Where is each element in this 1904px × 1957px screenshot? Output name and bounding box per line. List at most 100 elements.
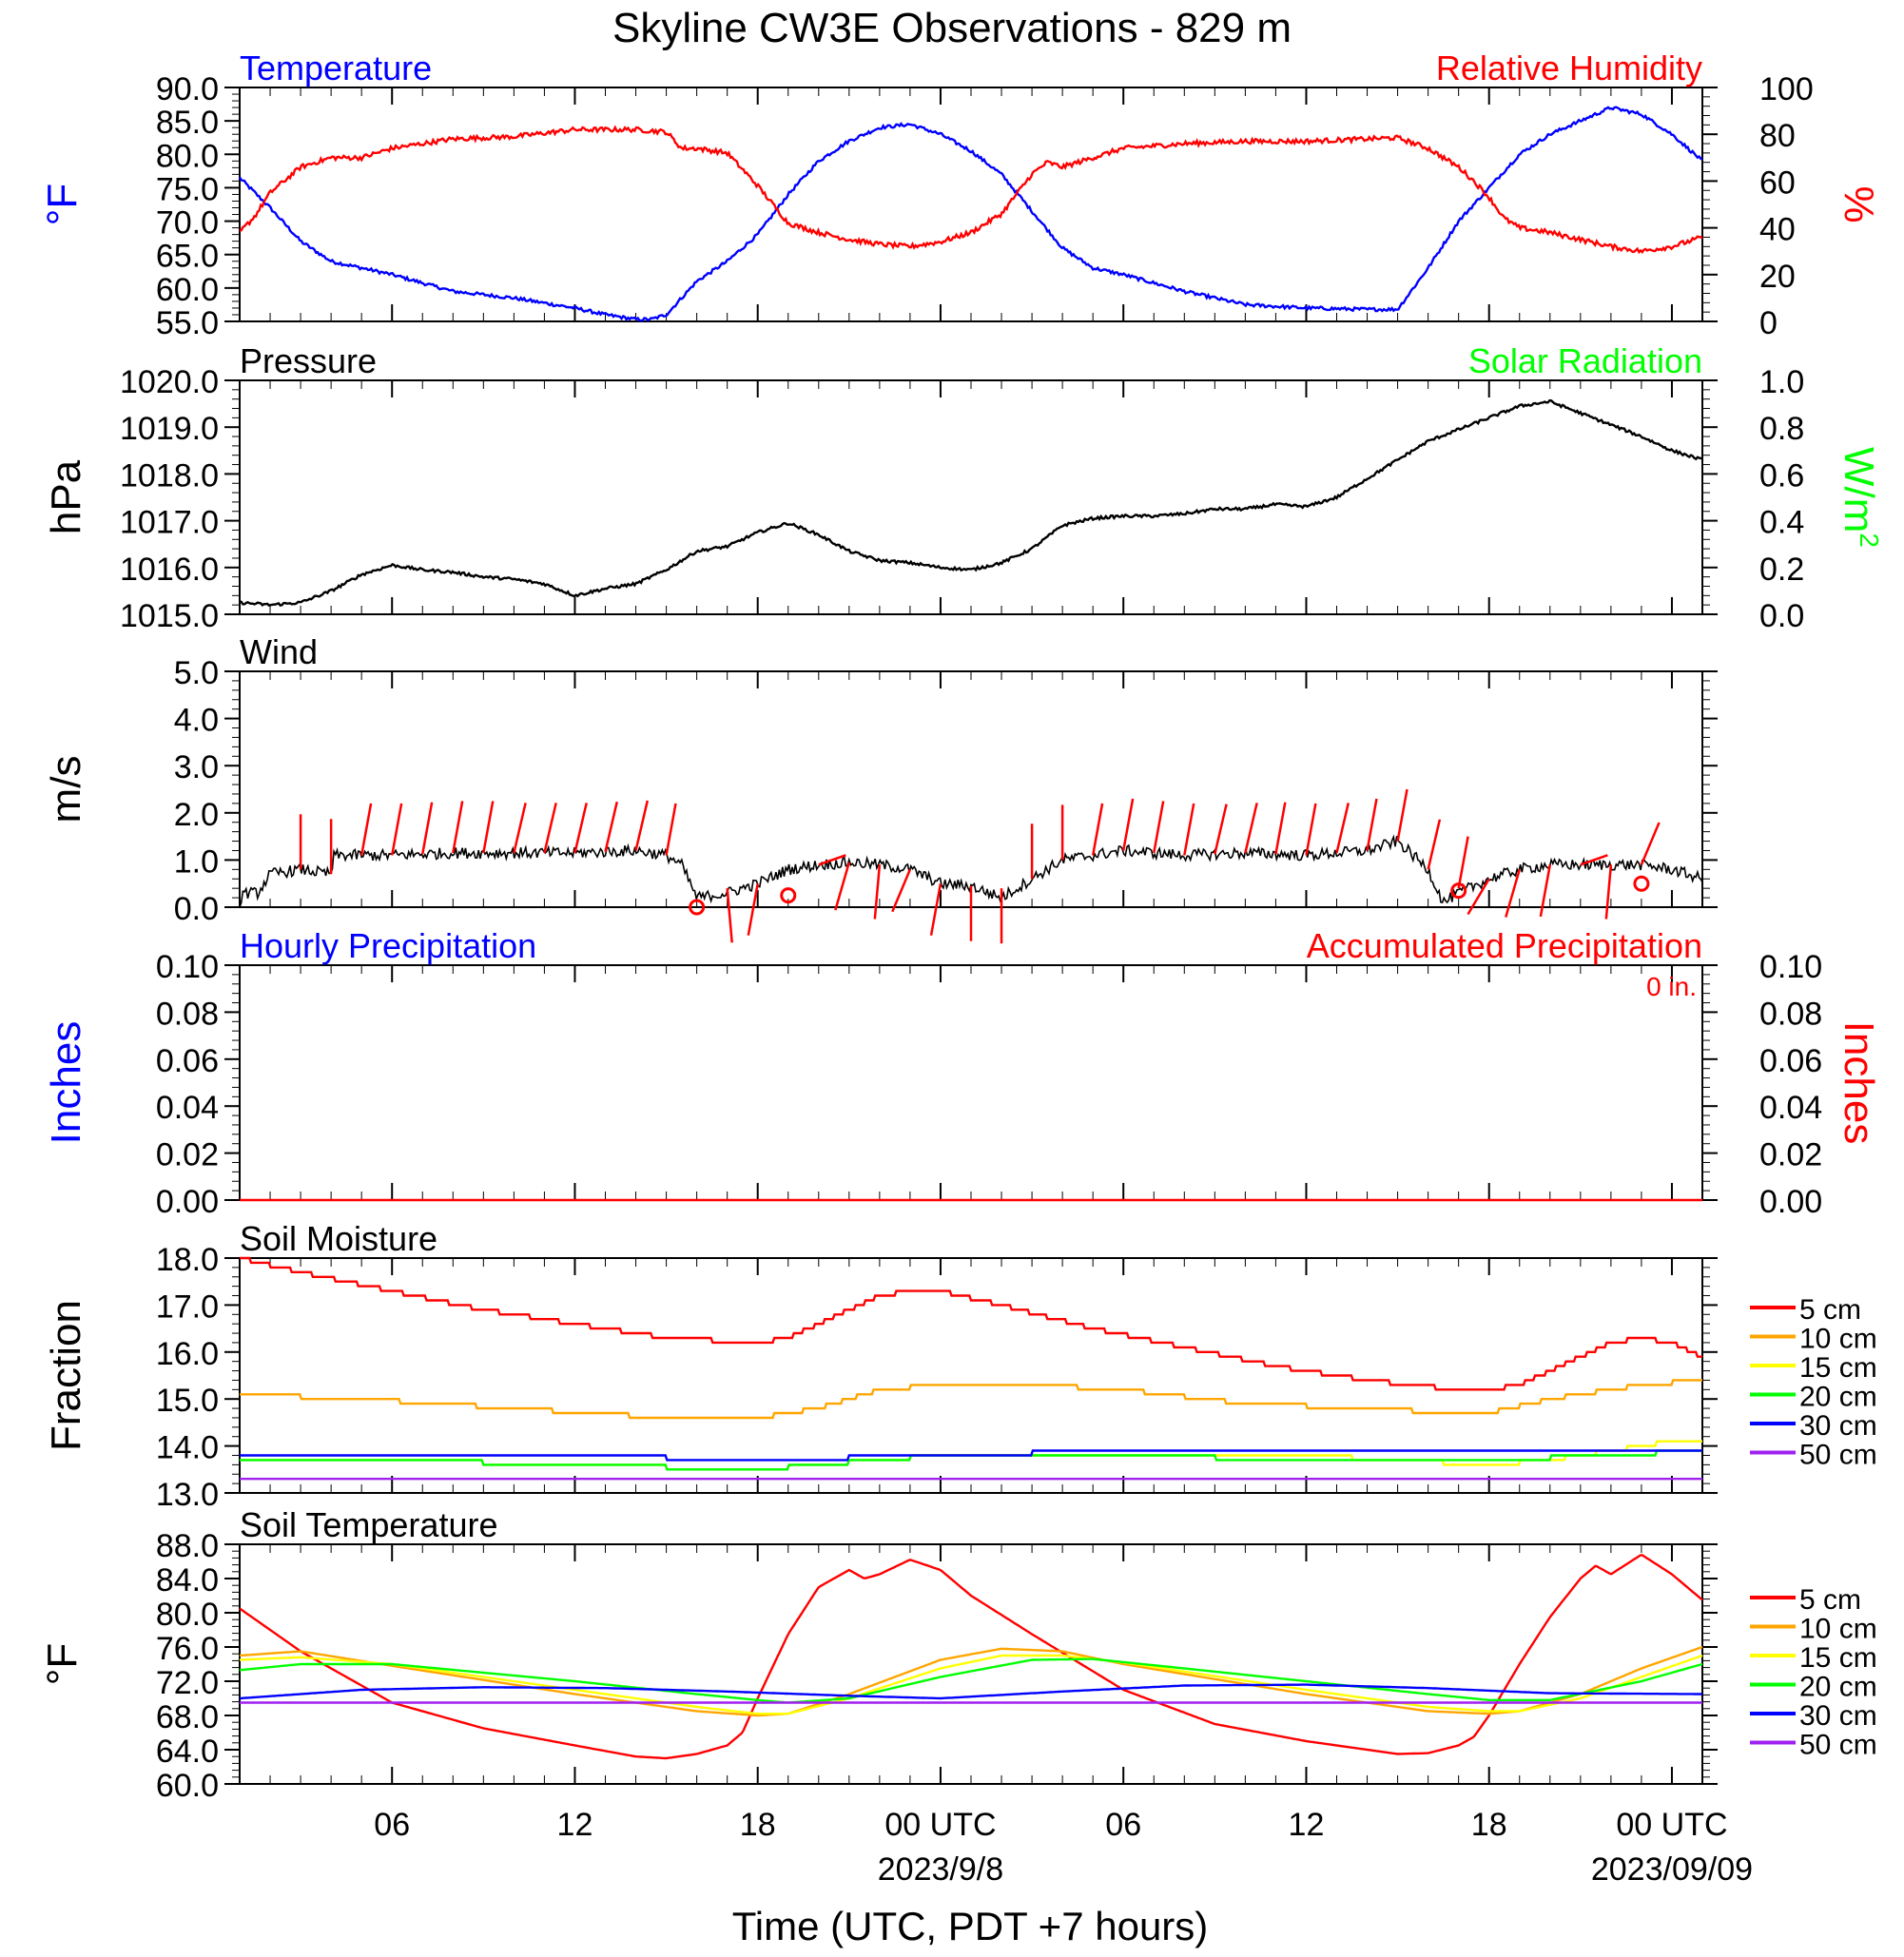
series-line-5-cm: [239, 1554, 1703, 1760]
wind-barb: [1183, 803, 1195, 856]
right-unit-label: %: [1836, 185, 1882, 223]
y-tick-label: 68.0: [156, 1699, 219, 1735]
legend-label: 10 cm: [1799, 1614, 1877, 1645]
wind-barb: [1274, 802, 1287, 855]
y-right-tick-label: 20: [1759, 259, 1796, 295]
legend-label: 30 cm: [1799, 1410, 1877, 1442]
y-tick-label: 1.0: [174, 843, 219, 880]
y-right-tick-label: 0.2: [1759, 552, 1804, 588]
panel-frame: [239, 1543, 1703, 1785]
y-tick-label: 0.02: [156, 1137, 219, 1173]
wind-barb: [513, 803, 527, 854]
x-tick-label: 06: [1105, 1807, 1141, 1843]
y-tick-label: 65.0: [156, 239, 219, 275]
x-tick-label: 12: [1289, 1807, 1325, 1843]
panel-left-label: Pressure: [240, 341, 377, 380]
series-line-relative-humidity: [239, 125, 1703, 255]
wind-barb: [1640, 822, 1661, 865]
wind-barb: [1604, 864, 1613, 920]
y-tick-label: 75.0: [156, 171, 219, 207]
panel-left-label: Soil Temperature: [240, 1505, 497, 1544]
legend-label: 5 cm: [1799, 1294, 1861, 1326]
left-unit-label: m/s: [43, 756, 89, 823]
wind-barb: [1335, 803, 1350, 854]
panel-temp_rh: 55.060.065.070.075.080.085.090.0 0 20 40 60 8…: [39, 48, 1882, 341]
left-unit-label: hPa: [43, 459, 89, 534]
y-tick-label: 85.0: [156, 105, 219, 141]
wind-barb: [482, 801, 495, 854]
left-unit-label: Fraction: [43, 1300, 89, 1451]
x-tick-label: 00 UTC: [1616, 1807, 1727, 1843]
x-tick-label: 12: [557, 1807, 593, 1843]
calm-wind-circle: [689, 899, 706, 916]
series-line-20-cm: [240, 1449, 1702, 1471]
y-right-tick-label: 60: [1759, 165, 1796, 201]
panel-right-label: Relative Humidity: [1436, 48, 1702, 87]
x-tick-label: 18: [1471, 1807, 1507, 1843]
y-tick-label: 17.0: [156, 1289, 219, 1325]
y-tick-label: 80.0: [156, 1597, 219, 1633]
y-tick-label: 64.0: [156, 1734, 219, 1770]
y-tick-label: 14.0: [156, 1430, 219, 1466]
y-tick-label: 80.0: [156, 138, 219, 174]
panel-frame: [239, 964, 1703, 1201]
x-date-label: 2023/9/8: [878, 1851, 1003, 1888]
wind-barb: [1467, 878, 1490, 916]
y-right-tick-label: 0.06: [1759, 1043, 1822, 1079]
y-tick-label: 0.0: [174, 891, 219, 927]
y-tick-label: 1020.0: [120, 364, 219, 400]
y-tick-label: 90.0: [156, 71, 219, 107]
y-tick-label: 60.0: [156, 1768, 219, 1804]
y-tick-label: 88.0: [156, 1528, 219, 1564]
series-line-10-cm: [240, 1379, 1702, 1420]
y-right-tick-label: 40: [1759, 212, 1796, 248]
wind-barb: [1539, 864, 1552, 918]
panel-right-label: Solar Radiation: [1468, 341, 1702, 380]
legend-label: 50 cm: [1799, 1730, 1877, 1761]
wind-barb: [1580, 854, 1608, 866]
panel-soil_moisture: 13.0 14.0 15.0 16.0 17.0 18.0 Soil Moisture Fra…: [43, 1219, 1877, 1513]
wind-barb: [1091, 803, 1104, 856]
wind-barb: [390, 803, 403, 856]
panel-right-label: Accumulated Precipitation: [1307, 926, 1702, 965]
panel-left-label: Wind: [240, 632, 318, 671]
legend-label: 30 cm: [1799, 1700, 1877, 1732]
y-right-tick-label: 0.00: [1759, 1184, 1822, 1220]
y-tick-label: 0.00: [156, 1184, 219, 1220]
y-tick-label: 55.0: [156, 305, 219, 341]
x-axis: 06 12 18 00 UTC 06 12 18 00 UTC 2023/9/8 2023/09/…: [374, 1807, 1753, 1888]
legend-label: 15 cm: [1799, 1642, 1877, 1674]
left-unit-label: °F: [39, 1643, 86, 1685]
wind-barb: [1305, 803, 1317, 856]
series-line-20-cm: [239, 1657, 1703, 1704]
x-date-label: 2023/09/09: [1591, 1851, 1753, 1888]
y-tick-label: 1017.0: [120, 505, 219, 541]
legend-label: 50 cm: [1799, 1440, 1877, 1471]
y-tick-label: 1018.0: [120, 457, 219, 494]
chart-title: Skyline CW3E Observations - 829 m: [612, 5, 1292, 51]
panel-left-label: Temperature: [240, 48, 432, 87]
wind-barb: [891, 868, 912, 913]
y-tick-label: 2.0: [174, 797, 219, 833]
y-tick-label: 0.08: [156, 996, 219, 1032]
y-right-tick-label: 0.04: [1759, 1090, 1822, 1126]
y-right-tick-label: 0.10: [1759, 949, 1822, 985]
wind-barb: [929, 882, 942, 936]
y-tick-label: 0.06: [156, 1043, 219, 1079]
x-tick-label: 06: [374, 1807, 410, 1843]
y-tick-label: 76.0: [156, 1631, 219, 1667]
wind-barb: [726, 888, 733, 943]
calm-wind-circle: [1633, 875, 1650, 892]
calm-wind-circle: [1450, 882, 1467, 900]
y-tick-label: 15.0: [156, 1383, 219, 1419]
wind-barb: [604, 801, 618, 853]
y-tick-label: 70.0: [156, 205, 219, 242]
y-right-tick-label: 80: [1759, 118, 1796, 154]
wind-barb: [1121, 798, 1135, 851]
series-line-pressure: [239, 398, 1703, 608]
legend-label: 20 cm: [1799, 1672, 1877, 1703]
wind-barb: [1427, 819, 1442, 870]
y-tick-label: 0.10: [156, 949, 219, 985]
